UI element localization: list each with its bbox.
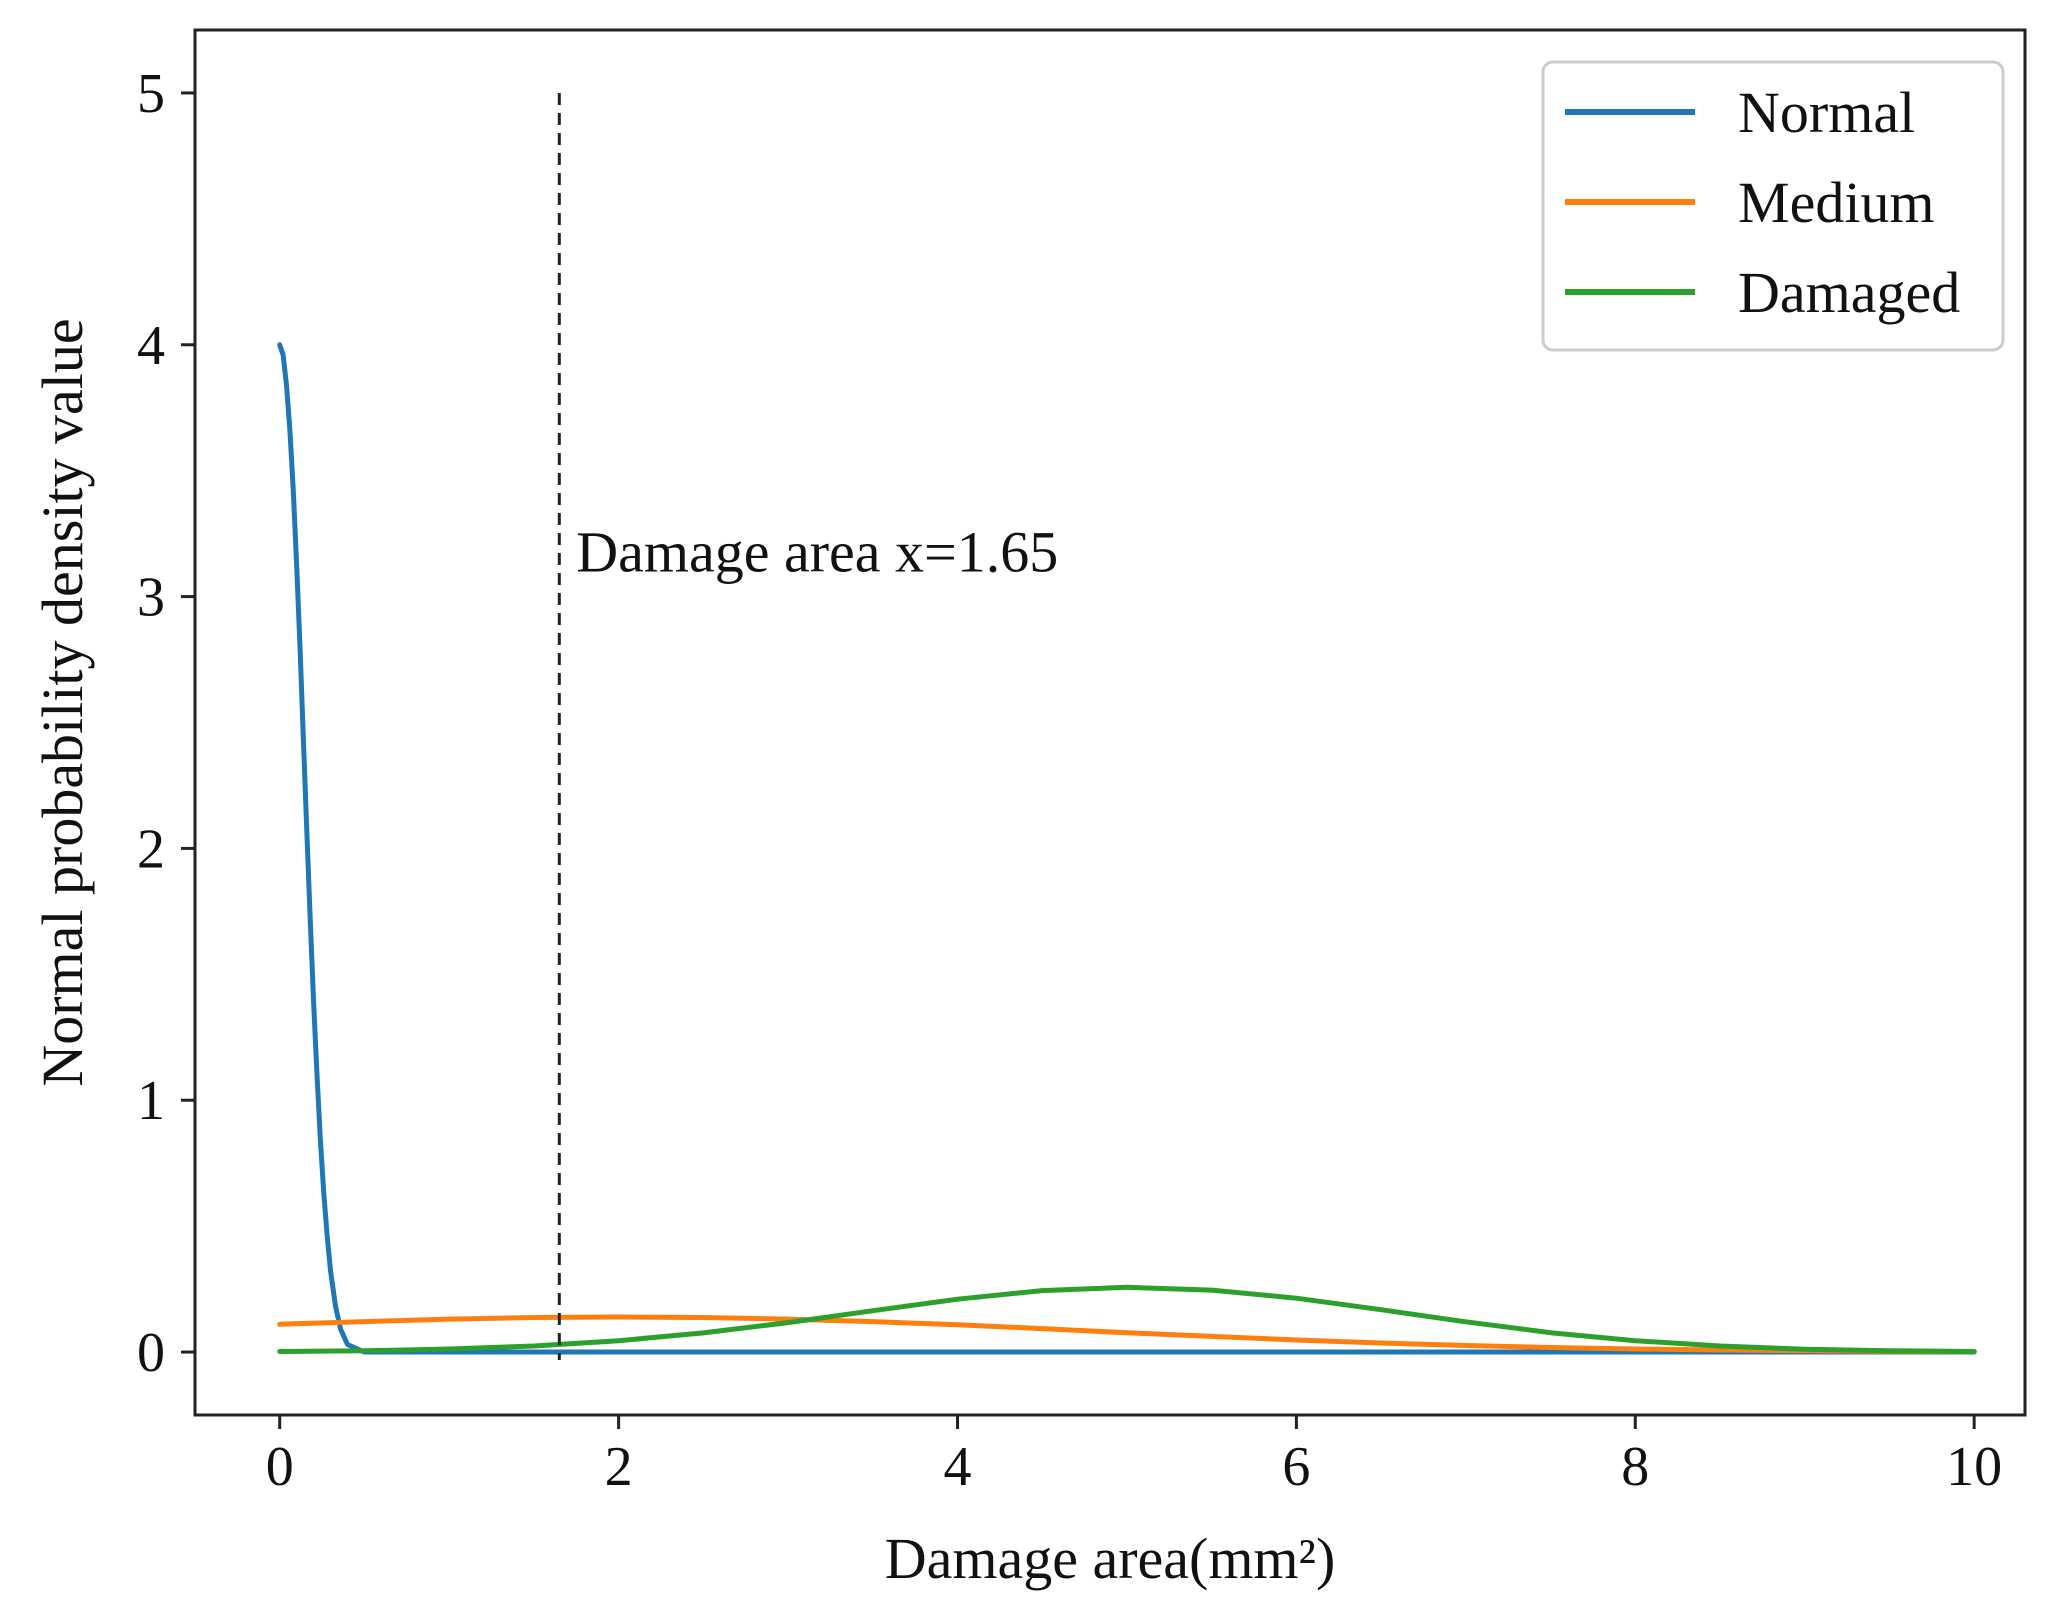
y-tick-label: 3 xyxy=(137,567,165,629)
y-tick-label: 0 xyxy=(137,1322,165,1384)
y-tick-label: 4 xyxy=(137,315,165,377)
y-tick-label: 2 xyxy=(137,818,165,880)
legend-label-medium: Medium xyxy=(1738,170,1935,235)
series-line-damaged xyxy=(277,1284,1977,1354)
x-tick-label: 2 xyxy=(605,1436,633,1498)
plot-frame xyxy=(193,28,2027,1417)
x-tick-label: 10 xyxy=(1946,1436,2002,1498)
y-tick-label: 5 xyxy=(137,63,165,125)
y-tick-label: 1 xyxy=(137,1070,165,1132)
legend-label-normal: Normal xyxy=(1738,80,1915,145)
legend-label-damaged: Damaged xyxy=(1738,260,1960,325)
x-tick-label: 6 xyxy=(1282,1436,1310,1498)
legend-box xyxy=(1541,60,2005,352)
x-tick-label: 0 xyxy=(266,1436,294,1498)
x-axis-label: Damage area(mm²) xyxy=(885,1526,1336,1591)
legend: Normal Medium Damaged xyxy=(1541,60,2005,352)
annotation-label: Damage area x=1.65 xyxy=(576,519,1058,584)
x-tick-label: 4 xyxy=(944,1436,972,1498)
series-line-normal xyxy=(277,342,1977,1355)
series-line-medium xyxy=(277,1314,1977,1354)
y-axis-label: Normal probability density value xyxy=(30,318,95,1086)
x-tick-label: 8 xyxy=(1621,1436,1649,1498)
